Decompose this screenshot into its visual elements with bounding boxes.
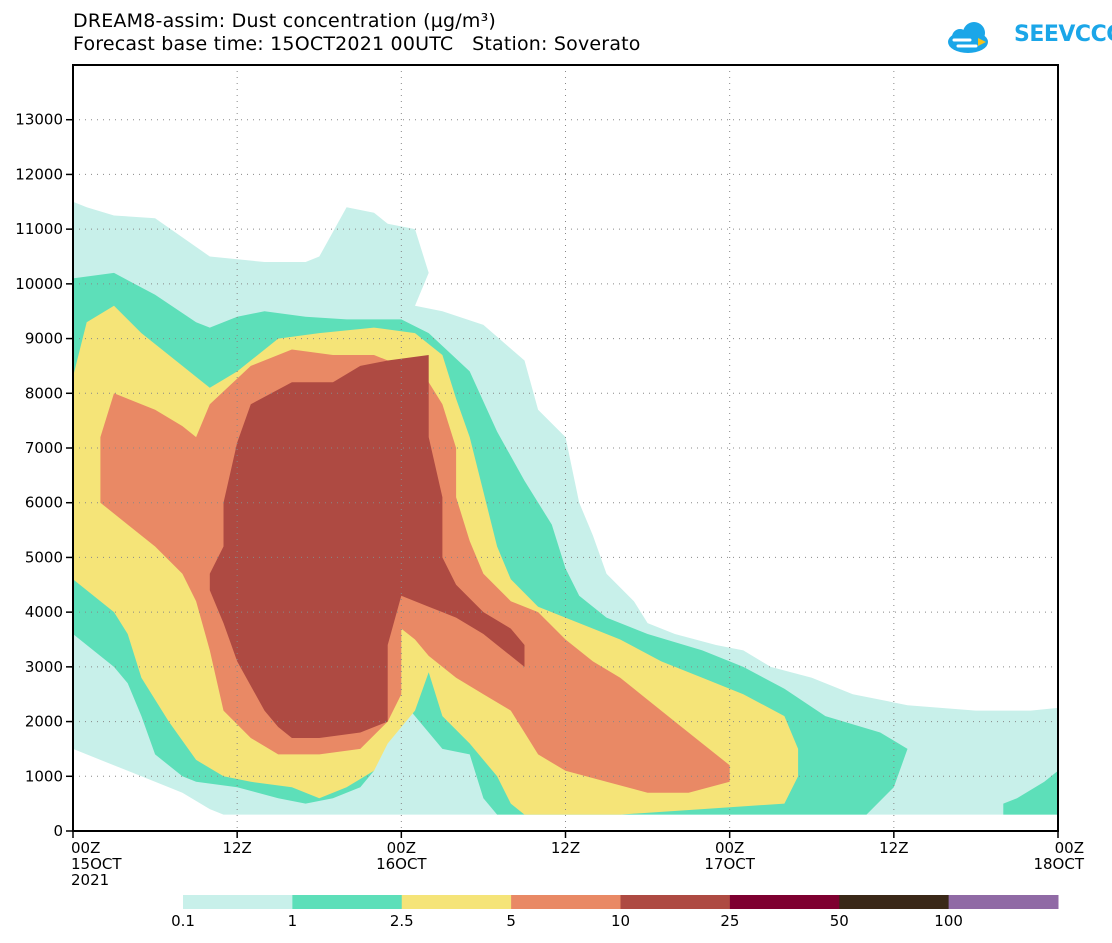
- colorbar-legend: 0.1 1 2.5 5 10 25 50 100: [171, 895, 1059, 930]
- legend-swatch-50: [839, 895, 950, 909]
- seevccc-logo: [948, 22, 988, 53]
- x-tick-label: 00Z: [387, 839, 416, 857]
- y-tick-label: 9000: [25, 330, 63, 348]
- x-tick-label: 00Z: [71, 839, 100, 857]
- y-tick-label: 4000: [25, 603, 63, 621]
- x-tick-label: 00Z: [1055, 839, 1084, 857]
- y-tick-label: 6000: [25, 494, 63, 512]
- legend-label: 5: [506, 912, 516, 930]
- legend-label: 10: [611, 912, 630, 930]
- x-tick-date: 18OCT: [1033, 855, 1084, 873]
- y-tick-label: 0: [53, 822, 63, 840]
- grid-layer: [73, 65, 1058, 831]
- x-tick-year: 2021: [71, 871, 109, 889]
- legend-swatch-25: [729, 895, 840, 909]
- legend-label: 1: [288, 912, 298, 930]
- y-tick-label: 1000: [25, 767, 63, 785]
- y-tick-label: 3000: [25, 658, 63, 676]
- cloud-icon: [948, 22, 988, 53]
- y-tick-label: 8000: [25, 384, 63, 402]
- contour-level-1: [1003, 770, 1058, 815]
- legend-swatch-2.5: [401, 895, 512, 909]
- x-tick-date: 15OCT: [71, 855, 122, 873]
- y-axis: 0 1000 2000 3000 4000 5000 6000 7000 8000 9000 100…: [15, 111, 73, 840]
- x-tick-label: 12Z: [879, 839, 908, 857]
- y-tick-label: 5000: [25, 548, 63, 566]
- legend-label: 50: [830, 912, 849, 930]
- legend-label: 2.5: [390, 912, 414, 930]
- chart-subtitle: Forecast base time: 15OCT2021 00UTC Stat…: [73, 33, 641, 55]
- legend-swatch-10: [620, 895, 731, 909]
- x-tick-label: 00Z: [715, 839, 744, 857]
- x-tick-date: 17OCT: [704, 855, 755, 873]
- contour-layer: [73, 201, 1058, 815]
- y-tick-label: 11000: [15, 220, 63, 238]
- legend-swatch-0.1: [183, 895, 293, 909]
- legend-swatch-1: [292, 895, 403, 909]
- x-tick-date: 16OCT: [376, 855, 427, 873]
- contour-level-10: [209, 355, 525, 738]
- legend-swatch-100: [948, 895, 1059, 909]
- legend-label: 0.1: [171, 912, 195, 930]
- y-tick-label: 10000: [15, 275, 63, 293]
- logo-text: SEEVCCC: [1014, 22, 1112, 47]
- x-tick-label: 12Z: [551, 839, 580, 857]
- y-tick-label: 7000: [25, 439, 63, 457]
- y-tick-label: 2000: [25, 713, 63, 731]
- legend-swatch-5: [511, 895, 621, 909]
- y-tick-label: 12000: [15, 165, 63, 183]
- x-tick-label: 12Z: [222, 839, 251, 857]
- chart-title: DREAM8-assim: Dust concentration (µg/m³): [73, 10, 497, 32]
- legend-label: 25: [720, 912, 739, 930]
- legend-label: 100: [934, 912, 963, 930]
- y-tick-label: 13000: [15, 111, 63, 129]
